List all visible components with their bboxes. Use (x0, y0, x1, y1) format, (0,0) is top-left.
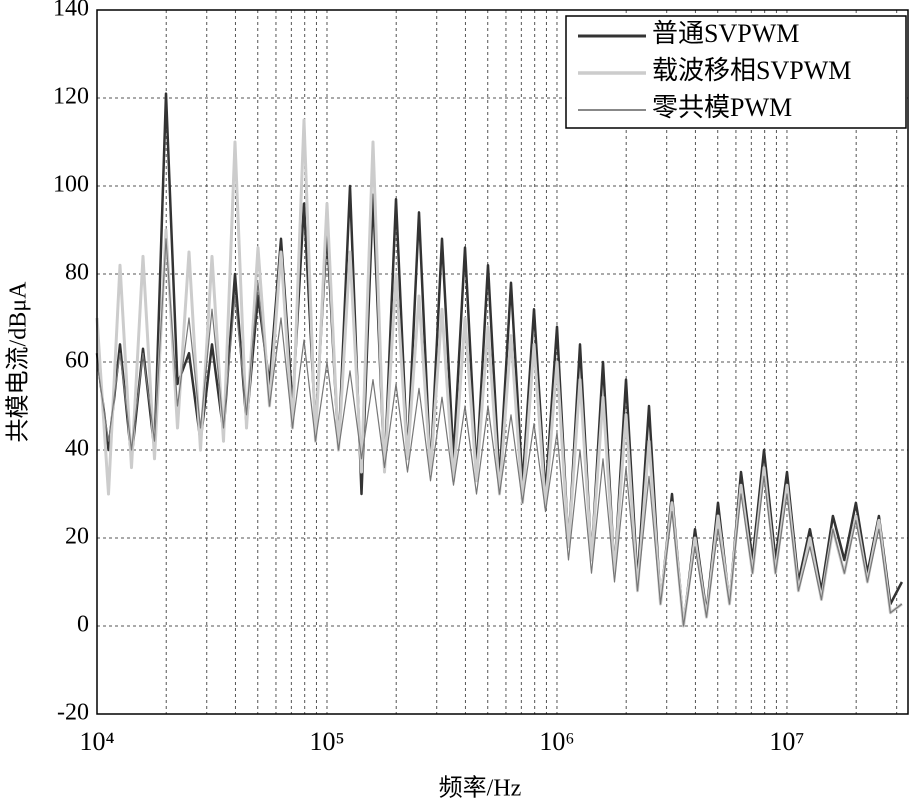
y-tick-label: 20 (65, 524, 89, 550)
y-tick-label: 80 (65, 260, 89, 286)
y-axis-label: 共模电流/dBμA (5, 281, 32, 443)
series-line (96, 238, 903, 627)
legend-label: 普通SVPWM (652, 19, 799, 48)
y-tick-label: 40 (65, 436, 89, 462)
y-tick-label: 140 (53, 0, 89, 22)
y-tick-label: 0 (77, 612, 89, 638)
x-axis-label: 频率/Hz (439, 775, 522, 802)
x-tick-label: 10⁴ (79, 727, 114, 756)
x-tick-label: 10⁷ (769, 727, 804, 756)
legend-label: 载波移相SVPWM (652, 56, 851, 85)
plot-frame (96, 9, 909, 715)
y-tick-label: 120 (53, 84, 89, 110)
x-tick-label: 10⁶ (539, 727, 574, 756)
y-tick-label: -20 (57, 700, 89, 726)
y-tick-label: 100 (53, 172, 89, 198)
y-tick-label: 60 (65, 348, 89, 374)
legend-label: 零共模PWM (652, 93, 792, 122)
x-tick-label: 10⁵ (309, 727, 344, 756)
